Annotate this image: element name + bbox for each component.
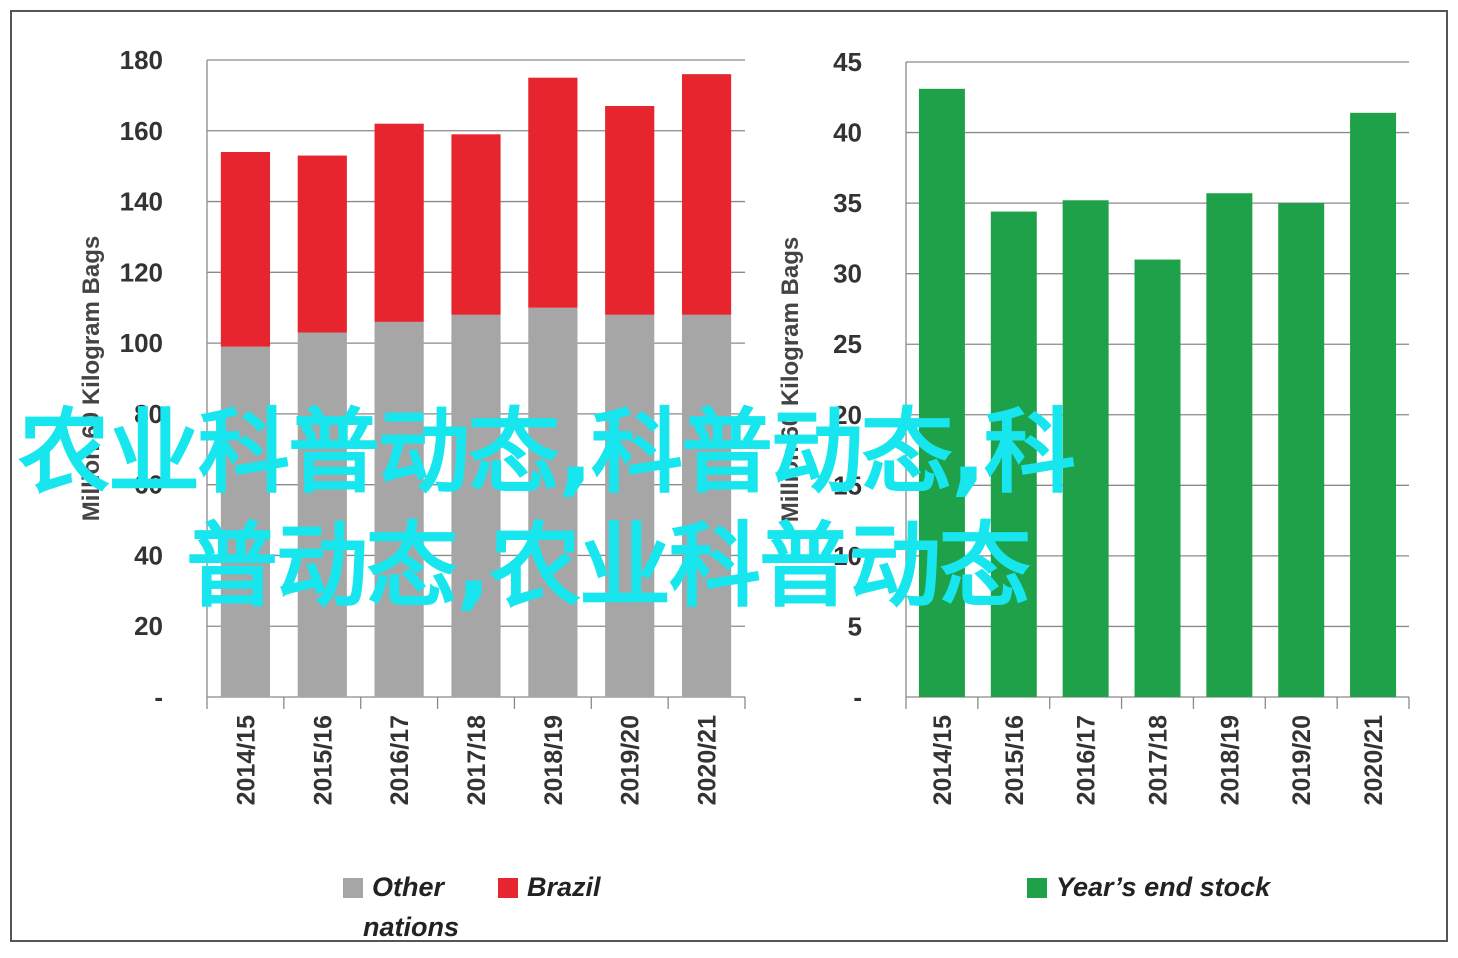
x-tick-label: 2016/17	[1073, 715, 1101, 805]
y-tick-label: 5	[848, 611, 862, 641]
y-tick-label: 30	[833, 259, 862, 289]
right-chart: - 5 10 15 20 25 30 35 40 45 Million 60 Kilogram Ba…	[777, 47, 1410, 902]
y-tick-label: 100	[120, 328, 163, 358]
bar-other-nations	[297, 332, 347, 697]
legend-label-nations: nations	[363, 912, 459, 942]
y-tick-label: 140	[120, 187, 163, 217]
bar-brazil	[681, 74, 732, 315]
y-tick-label: 180	[120, 45, 163, 75]
x-tick-label: 2018/19	[540, 715, 568, 805]
bar-other-nations	[220, 346, 271, 697]
y-tick-label: 35	[833, 188, 862, 218]
x-tick-label: 2020/21	[694, 715, 722, 805]
y-tick-label: 15	[833, 470, 862, 500]
y-tick-label: 20	[134, 611, 163, 641]
bar-brazil	[220, 152, 271, 347]
y-axis-title: Million 60 Kilogram Bags	[78, 236, 105, 521]
x-tick-label: 2019/20	[617, 715, 645, 805]
bar-year-s-end-stock	[990, 211, 1037, 698]
bar-brazil	[297, 155, 347, 333]
y-tick-label: -	[853, 682, 862, 712]
legend-label-stock: Year’s end stock	[1056, 872, 1272, 902]
legend-label-other: Other	[372, 872, 446, 902]
bar-year-s-end-stock	[1134, 259, 1181, 697]
x-tick-label: 2015/16	[309, 715, 337, 805]
y-tick-label: 160	[120, 116, 163, 146]
y-tick-label: 25	[833, 329, 862, 359]
legend-label-brazil: Brazil	[527, 872, 601, 902]
y-tick-label: 80	[134, 399, 163, 429]
y-tick-label: 40	[833, 118, 862, 148]
y-tick-label: 20	[833, 400, 862, 430]
y-tick-label: 10	[833, 541, 862, 571]
bar-brazil	[528, 77, 578, 308]
x-tick-label: 2014/15	[232, 715, 260, 805]
y-tick-label: 40	[134, 540, 163, 570]
y-tick-label: 45	[833, 47, 862, 77]
y-tick-label: 60	[134, 470, 163, 500]
bar-year-s-end-stock	[1062, 200, 1109, 698]
legend-swatch-other-nations	[343, 878, 363, 898]
y-axis-title: Million 60 Kilogram Bags	[777, 237, 804, 522]
bar-other-nations	[681, 314, 732, 697]
bar-other-nations	[451, 314, 501, 697]
bar-year-s-end-stock	[918, 88, 965, 698]
legend-swatch-brazil	[498, 878, 518, 898]
legend-swatch-stock	[1027, 878, 1047, 898]
bar-brazil	[605, 106, 655, 315]
x-tick-label: 2015/16	[1001, 715, 1029, 805]
x-tick-label: 2017/18	[463, 715, 491, 805]
bar-year-s-end-stock	[1278, 203, 1325, 697]
bar-other-nations	[605, 314, 655, 697]
bar-other-nations	[528, 307, 578, 697]
left-chart: - 20 40 60 80 100 120 140 160 180 Million 60 Kilog…	[78, 45, 746, 942]
x-tick-label: 2017/18	[1145, 715, 1173, 805]
x-tick-label: 2018/19	[1216, 715, 1244, 805]
x-tick-label: 2019/20	[1288, 715, 1316, 805]
bar-brazil	[374, 123, 424, 322]
x-tick-label: 2020/21	[1360, 715, 1388, 805]
bar-year-s-end-stock	[1206, 193, 1253, 697]
bar-year-s-end-stock	[1350, 112, 1397, 698]
y-tick-label: 120	[120, 257, 163, 287]
y-tick-label: -	[154, 682, 163, 712]
x-tick-label: 2014/15	[929, 715, 957, 805]
bar-brazil	[451, 134, 501, 315]
x-tick-label: 2016/17	[386, 715, 414, 805]
bar-other-nations	[374, 321, 424, 697]
